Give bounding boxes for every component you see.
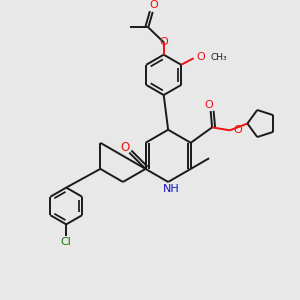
Text: NH: NH [163, 184, 179, 194]
Text: O: O [149, 1, 158, 10]
Text: Cl: Cl [61, 237, 72, 247]
Text: O: O [205, 100, 214, 110]
Text: O: O [196, 52, 205, 62]
Text: O: O [120, 141, 129, 154]
Text: CH₃: CH₃ [211, 52, 227, 62]
Text: O: O [233, 125, 242, 135]
Text: O: O [159, 37, 168, 47]
